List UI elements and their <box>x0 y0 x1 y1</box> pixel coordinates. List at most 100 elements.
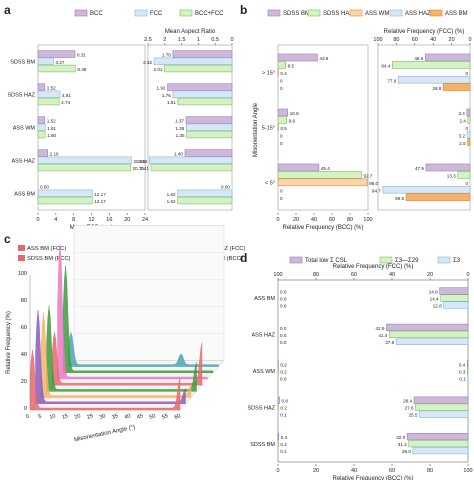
value-label: 13.3 <box>447 174 456 179</box>
value-label: 14.4 <box>430 297 439 302</box>
x-tick-label-top: 0.5 <box>211 37 219 43</box>
right-plot-frame <box>377 44 471 211</box>
legend-swatch <box>18 255 25 261</box>
value-label: 0.2 <box>280 362 287 367</box>
value-label: 0.4 <box>459 362 466 367</box>
legend-label: BCC <box>90 11 103 17</box>
value-label: 0.8 <box>282 399 289 404</box>
bar-left <box>37 90 61 99</box>
bar-right <box>467 138 471 146</box>
value-label: 0 <box>280 188 283 193</box>
legend-label: SDSS BM <box>283 11 310 17</box>
value-label: 10.8 <box>290 111 299 116</box>
value-label: 12.17 <box>94 199 106 204</box>
x-tick-label-top: 2.5 <box>144 37 152 43</box>
value-label: 0.1 <box>280 413 287 418</box>
value-label: 0.5 <box>280 126 287 131</box>
value-label: 0 <box>280 133 283 138</box>
bar-left <box>37 97 60 106</box>
value-label: 92.7 <box>363 174 372 179</box>
bar-right <box>457 171 471 179</box>
bar-right <box>177 97 233 106</box>
value-label: 25.5 <box>409 413 418 418</box>
value-label: 8.5 <box>288 64 295 69</box>
legend-swatch <box>18 245 25 251</box>
x-tick-label-top: 1.5 <box>178 37 186 43</box>
bar-right <box>398 75 471 84</box>
category-label: SDSS HAZ <box>247 405 275 411</box>
legend-swatch <box>349 9 363 17</box>
value-label: 9.6 <box>289 119 296 124</box>
y-tick-label: 60 <box>21 325 27 331</box>
legend-swatch <box>437 256 451 264</box>
right-axis-title: Relative Frequency (FCC) (%) <box>384 29 465 35</box>
x-tick-label: 8 <box>72 217 75 223</box>
value-label: 0.1 <box>280 449 287 454</box>
value-label: 0.4 <box>281 435 288 440</box>
value-label: 94.7 <box>372 188 381 193</box>
value-label: 3.4 <box>458 111 465 116</box>
x-tick-label-top: 60 <box>351 272 357 278</box>
value-label: 14.9 <box>429 290 438 295</box>
category-label: SDSS HAZ <box>7 93 35 99</box>
value-label: 0.3 <box>459 369 466 374</box>
waterfall-series <box>57 243 208 380</box>
panel-d: d Total low Σ CSL Σ3—Σ29 Σ3 0 20 40 60 80 100 Rela… <box>240 251 473 480</box>
bar-right <box>389 330 469 339</box>
x-tick-label: 60 <box>389 468 395 474</box>
legend-label: ASS WM <box>365 11 389 17</box>
value-label: 0 <box>280 196 283 201</box>
bar-left <box>277 171 362 179</box>
panel-letter-b: b <box>240 3 247 17</box>
x-tick-label: 15 <box>61 413 69 421</box>
x-tick-label: 20 <box>74 413 82 421</box>
bar-right <box>439 287 469 295</box>
bar-right <box>466 108 471 117</box>
value-label: 43.8 <box>319 56 328 61</box>
panel-letter-c: c <box>4 232 11 246</box>
value-label: 8.38 <box>77 67 86 72</box>
bar-right <box>466 130 471 139</box>
x-axis-title: Relative Frequency (BCC) (%) <box>332 476 413 480</box>
value-label: 8.31 <box>77 53 86 58</box>
value-label: 0.0 <box>280 304 287 309</box>
bar-right <box>149 156 233 164</box>
value-label: 0.00 <box>221 185 230 190</box>
x-tick-label: 60 <box>329 217 335 223</box>
bar-left <box>37 123 46 132</box>
x-tick-label-top: 0 <box>466 272 469 278</box>
bar-left <box>277 163 320 172</box>
value-label: 45.4 <box>321 166 330 171</box>
value-label: 1.36 <box>175 126 184 131</box>
bar-left <box>277 178 368 187</box>
y-axis-title: Relative Frequency (%) <box>6 311 12 374</box>
bar-left <box>277 53 318 62</box>
x-tick-label-top: 40 <box>430 37 436 43</box>
bar-right <box>424 53 471 62</box>
waterfall-series <box>62 265 214 373</box>
bar-right <box>186 130 233 139</box>
x-tick-label: 60 <box>174 413 182 421</box>
y-axis-title: Misorientation Angle <box>253 102 259 157</box>
x-tick-label: 20 <box>293 217 299 223</box>
value-label: 0.00 <box>40 185 49 190</box>
value-label: 28.9 <box>432 86 441 91</box>
bar-right <box>419 410 469 418</box>
value-label: 12.17 <box>94 192 106 197</box>
value-label: 41.4 <box>378 333 387 338</box>
right-axis-title: Mean Aspect Ratio <box>165 29 216 35</box>
bar-left <box>277 432 280 441</box>
value-label: 0 <box>280 86 283 91</box>
value-label: 2.01 <box>154 67 163 72</box>
x-tick-label: 10 <box>49 413 57 421</box>
value-label: 28.4 <box>403 399 412 404</box>
value-label: 0.2 <box>280 406 287 411</box>
waterfall-series <box>35 309 186 404</box>
bar-right <box>406 432 469 441</box>
value-label: 0.0 <box>280 376 287 381</box>
x-tick-label: 0 <box>36 217 39 223</box>
value-label: 1.52 <box>47 119 56 124</box>
x-tick-label: 50 <box>149 413 157 421</box>
